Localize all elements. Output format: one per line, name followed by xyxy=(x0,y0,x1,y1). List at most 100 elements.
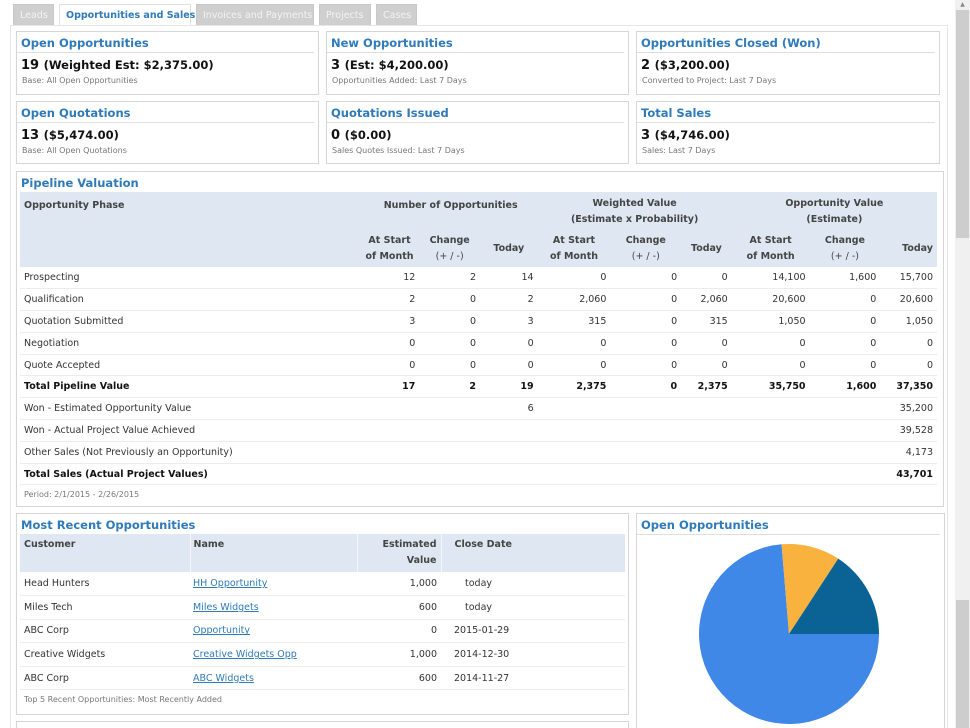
stat-card-title: Quotations Issued xyxy=(327,102,624,123)
pipeline-cell: 12 xyxy=(363,267,420,290)
pipeline-cell: 0 xyxy=(809,310,881,333)
stat-count: 3 xyxy=(331,58,341,73)
close-date-cell: 2014-12-30 xyxy=(441,642,625,667)
pipeline-row: Prospecting 12 2 14 0 0 0 14,100 1,600 15,700 xyxy=(20,267,937,290)
pipeline-cell: 20,600 xyxy=(880,288,937,312)
vertical-scrollbar[interactable]: ▲ xyxy=(955,0,970,728)
pipeline-cell: 2 xyxy=(419,375,480,399)
pipeline-cell: 0 xyxy=(537,267,611,290)
close-date-cell: today xyxy=(441,572,625,597)
header-number-of-opportunities: Number of Opportunities xyxy=(363,192,538,230)
estimated-value-cell: 600 xyxy=(357,666,441,691)
header-start-of-month: At Start of Month xyxy=(363,230,420,267)
pie-slice-prospecting[interactable] xyxy=(699,544,879,724)
opportunity-link[interactable]: Creative Widgets Opp xyxy=(193,649,297,661)
pipeline-cell: 0 xyxy=(537,354,611,377)
opportunity-link[interactable]: Miles Widgets xyxy=(193,601,259,613)
header-line: At Start xyxy=(749,234,792,246)
customer-cell: Head Hunters xyxy=(20,572,190,597)
pipeline-cell: 2,060 xyxy=(537,288,611,312)
customer-cell: Creative Widgets xyxy=(20,642,190,667)
stat-card-subtitle: Base: All Open Opportunities xyxy=(22,76,138,85)
row-label: Other Sales (Not Previously an Opportuni… xyxy=(20,441,364,464)
stat-card-subtitle: Sales Quotes Issued: Last 7 Days xyxy=(332,146,465,155)
recent-body: Head Hunters HH Opportunity 1,000 today Mile… xyxy=(20,572,625,691)
stat-card-title: Open Opportunities xyxy=(17,32,314,53)
tab-leads[interactable]: Leads xyxy=(13,4,54,25)
won-actual-value: 39,528 xyxy=(880,419,937,442)
pipeline-cell: 2,375 xyxy=(681,375,732,399)
header-name: Name xyxy=(190,534,358,572)
pie-title: Open Opportunities xyxy=(637,514,940,535)
header-line: (+ / -) xyxy=(631,250,660,262)
tab-opportunities-and-sales[interactable]: Opportunities and Sales xyxy=(59,4,195,26)
pie-slice-qualification[interactable] xyxy=(781,544,839,634)
estimated-value-cell: 600 xyxy=(357,595,441,620)
stat-detail: ($0.00) xyxy=(344,128,392,142)
name-cell: ABC Widgets xyxy=(190,666,357,691)
pipeline-cell: 0 xyxy=(731,354,810,377)
estimated-value-cell: 0 xyxy=(357,619,441,644)
pipeline-cell: 1,050 xyxy=(731,310,810,333)
stat-card-subtitle: Sales: Last 7 Days xyxy=(642,146,716,155)
stat-card-quotations-issued: Quotations Issued 0 ($0.00) Sales Quotes… xyxy=(326,101,629,164)
header-line: Value xyxy=(406,555,437,566)
pipeline-cell: 0 xyxy=(537,332,611,355)
header-line: of Month xyxy=(549,250,598,262)
pipeline-cell: 0 xyxy=(419,310,480,333)
pipeline-cell: 17 xyxy=(363,375,420,399)
pipeline-won-actual-row: Won - Actual Project Value Achieved 39,5… xyxy=(20,419,937,442)
customer-cell: ABC Corp xyxy=(20,619,190,644)
scrollbar-track[interactable] xyxy=(956,600,969,728)
header-line: Opportunity Value xyxy=(785,198,884,209)
name-cell: Miles Widgets xyxy=(190,595,357,620)
header-change: Change (+ / -) xyxy=(610,230,682,267)
pipeline-cell: 0 xyxy=(479,354,538,377)
pipeline-valuation-panel: Pipeline Valuation Opportunity Phase Num… xyxy=(16,171,944,507)
stat-card-value: 2 ($3,200.00) xyxy=(637,53,939,73)
recent-title: Most Recent Opportunities xyxy=(21,518,196,532)
header-opportunity-phase: Opportunity Phase xyxy=(20,192,364,230)
header-today: Today xyxy=(479,230,538,267)
estimated-value-cell: 1,000 xyxy=(357,572,441,597)
opportunity-link[interactable]: ABC Widgets xyxy=(193,672,254,684)
stat-count: 0 xyxy=(331,128,341,143)
stat-detail: ($3,200.00) xyxy=(654,58,730,72)
stat-card-value: 3 ($4,746.00) xyxy=(637,123,939,143)
opportunity-link[interactable]: HH Opportunity xyxy=(193,578,268,590)
pipeline-cell: 315 xyxy=(537,310,611,333)
opportunity-row: ABC Corp ABC Widgets 600 2014-11-27 xyxy=(20,666,625,691)
pipeline-won-estimated-row: Won - Estimated Opportunity Value 6 35,2… xyxy=(20,397,937,421)
name-cell: Opportunity xyxy=(190,619,357,644)
header-customer: Customer xyxy=(20,534,191,572)
opportunity-link[interactable]: Opportunity xyxy=(193,625,251,637)
header-estimated-value: Estimated Value xyxy=(357,534,442,572)
header-change: Change (+ / -) xyxy=(809,230,881,267)
stat-detail: ($4,746.00) xyxy=(654,128,730,142)
pipeline-cell: 0 xyxy=(880,354,937,377)
pipeline-cell: 14 xyxy=(479,267,538,290)
header-line: Change xyxy=(824,234,865,246)
pipeline-title: Pipeline Valuation xyxy=(21,176,139,190)
dashboard-content: Open Opportunities 19 (Weighted Est: $2,… xyxy=(10,25,948,728)
header-line: At Start xyxy=(368,234,411,246)
pie-slice-quotation-submitted[interactable] xyxy=(789,558,879,634)
stat-card-subtitle: Opportunities Added: Last 7 Days xyxy=(332,76,467,85)
pipeline-cell: 37,350 xyxy=(880,375,937,399)
pipeline-cell: 0 xyxy=(610,375,682,399)
stat-card-subtitle: Converted to Project: Last 7 Days xyxy=(642,76,777,85)
tab-projects[interactable]: Projects xyxy=(319,4,371,25)
pipeline-cell: 0 xyxy=(610,267,682,290)
header-line: Estimated xyxy=(382,539,437,550)
customer-cell: Miles Tech xyxy=(20,595,190,620)
stat-card-value: 19 (Weighted Est: $2,375.00) xyxy=(17,53,318,73)
pipeline-total-sales-row: Total Sales (Actual Project Values) 43,7… xyxy=(20,463,937,486)
pipeline-cell: 3 xyxy=(479,310,538,333)
stat-card-total-sales: Total Sales 3 ($4,746.00) Sales: Last 7 … xyxy=(636,101,940,164)
pipeline-cell: 0 xyxy=(809,288,881,312)
tab-cases[interactable]: Cases xyxy=(376,4,417,25)
scroll-up-arrow-icon[interactable]: ▲ xyxy=(960,1,965,8)
most-recent-opportunities-panel: Most Recent Opportunities Customer Name … xyxy=(16,513,629,715)
tab-invoices-and-payments[interactable]: Invoices and Payments xyxy=(196,4,314,25)
scrollbar-thumb[interactable] xyxy=(956,10,969,238)
